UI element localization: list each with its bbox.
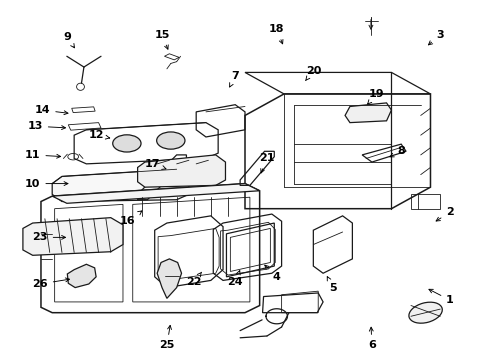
- Text: 1: 1: [429, 289, 454, 305]
- Ellipse shape: [113, 135, 141, 152]
- Text: 15: 15: [154, 30, 170, 49]
- Polygon shape: [52, 169, 189, 202]
- Text: 22: 22: [186, 272, 201, 287]
- Ellipse shape: [409, 302, 442, 323]
- Ellipse shape: [157, 132, 185, 149]
- Text: 24: 24: [227, 271, 243, 287]
- Text: 26: 26: [32, 278, 70, 289]
- Text: 23: 23: [32, 232, 66, 242]
- Text: 5: 5: [327, 276, 337, 293]
- Text: 7: 7: [230, 71, 239, 87]
- Text: 2: 2: [436, 207, 454, 221]
- Text: 19: 19: [368, 89, 385, 104]
- Text: 8: 8: [390, 146, 405, 157]
- Polygon shape: [345, 103, 392, 123]
- Text: 13: 13: [27, 121, 66, 131]
- Polygon shape: [67, 264, 96, 288]
- Text: 17: 17: [145, 159, 166, 169]
- Polygon shape: [52, 184, 260, 203]
- Text: 14: 14: [35, 105, 68, 115]
- Text: 4: 4: [265, 265, 281, 282]
- Polygon shape: [138, 155, 225, 187]
- Polygon shape: [23, 218, 123, 255]
- Text: 11: 11: [25, 150, 61, 160]
- Polygon shape: [41, 234, 52, 252]
- Text: 9: 9: [63, 32, 74, 48]
- Text: 25: 25: [159, 325, 174, 350]
- Polygon shape: [157, 259, 182, 298]
- Text: 10: 10: [25, 179, 68, 189]
- Text: 6: 6: [368, 327, 376, 350]
- Text: 20: 20: [306, 66, 321, 81]
- Text: 3: 3: [428, 30, 444, 45]
- Text: 18: 18: [269, 24, 285, 44]
- Text: 16: 16: [120, 211, 142, 226]
- Text: 12: 12: [88, 130, 110, 140]
- Text: 21: 21: [259, 153, 275, 173]
